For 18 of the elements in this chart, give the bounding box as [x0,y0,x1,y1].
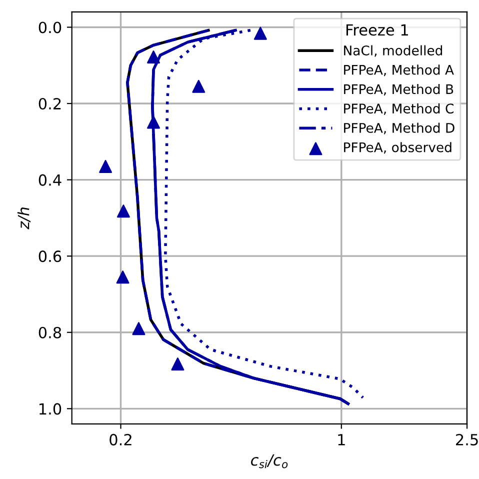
legend-label: PFPeA, observed [344,142,452,154]
y-tick-label: 1.0 [40,403,62,415]
y-tick-label: 0.0 [38,22,62,34]
y-axis-title: z/h [17,208,31,230]
legend-title: Freeze 1 [346,24,408,36]
y-tick-label: 0.2 [38,98,61,110]
y-tick-label: 0.8 [38,326,62,338]
y-tick-label: 0.6 [38,250,62,262]
x-tick-label: 0.2 [110,434,132,446]
x-axis-title: c$_{si}$/c$_{o}$ [251,454,288,468]
legend-label: PFPeA, Method C [344,103,454,115]
y-tick-label: 0.4 [38,174,62,186]
legend-label: PFPeA, Method A [344,64,454,76]
x-tick-label: 1 [338,434,345,446]
legend-label: PFPeA, Method B [344,84,454,96]
legend-label: PFPeA, Method D [344,122,454,134]
x-tick-label: 2.5 [456,434,478,446]
legend-label: NaCl, modelled [344,45,442,57]
